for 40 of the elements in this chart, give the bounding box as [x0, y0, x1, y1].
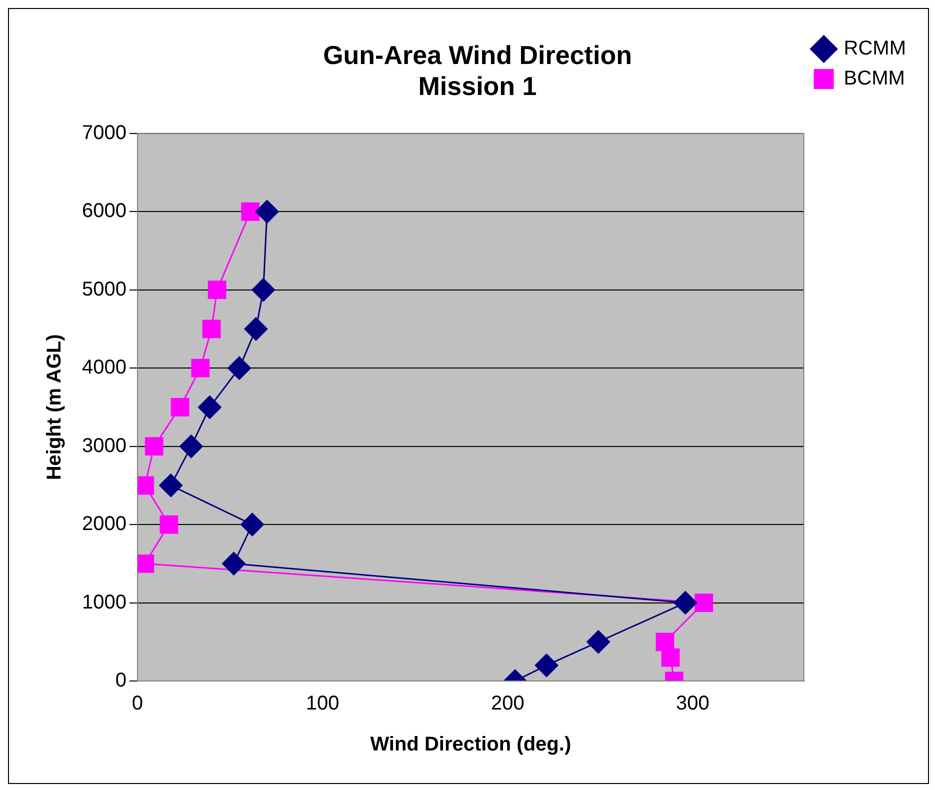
chart-title: Gun-Area Wind Direction Mission 1 — [323, 40, 632, 101]
point — [240, 512, 264, 537]
point — [198, 395, 222, 420]
point — [673, 590, 698, 615]
point — [208, 280, 226, 300]
point — [170, 398, 190, 416]
point — [191, 358, 210, 378]
point — [137, 476, 154, 495]
y-tick-label: 4000 — [82, 356, 126, 379]
y-axis-title: Height (m AGL) — [44, 334, 66, 480]
point — [694, 594, 714, 612]
x-tick-label: 0 — [132, 692, 144, 715]
x-tick-label: 100 — [306, 692, 340, 715]
point — [244, 316, 268, 341]
y-tick-label: 1000 — [82, 591, 126, 614]
point — [137, 554, 154, 573]
x-tick-label: 300 — [676, 692, 710, 715]
point — [160, 515, 178, 534]
point — [656, 632, 674, 652]
point — [251, 278, 276, 302]
y-tick-label: 3000 — [82, 434, 126, 457]
point — [586, 630, 610, 654]
y-tick-label: 2000 — [82, 513, 126, 536]
y-tick-label: 6000 — [82, 200, 126, 222]
y-tick-label: 5000 — [82, 278, 126, 300]
x-tick-label: 200 — [490, 692, 524, 715]
x-axis-title: Wind Direction (deg.) — [370, 734, 572, 756]
y-tick-label: 0 — [115, 670, 126, 692]
y-tick-label: 7000 — [82, 122, 126, 144]
legend-label: RCMM — [844, 38, 906, 60]
point — [179, 434, 204, 458]
point — [255, 200, 280, 224]
point — [241, 202, 260, 221]
point — [202, 320, 221, 338]
point — [222, 552, 246, 576]
legend-label: BCMM — [844, 68, 905, 90]
point — [534, 653, 559, 678]
point — [227, 356, 252, 380]
point — [144, 437, 164, 456]
point — [158, 473, 183, 498]
